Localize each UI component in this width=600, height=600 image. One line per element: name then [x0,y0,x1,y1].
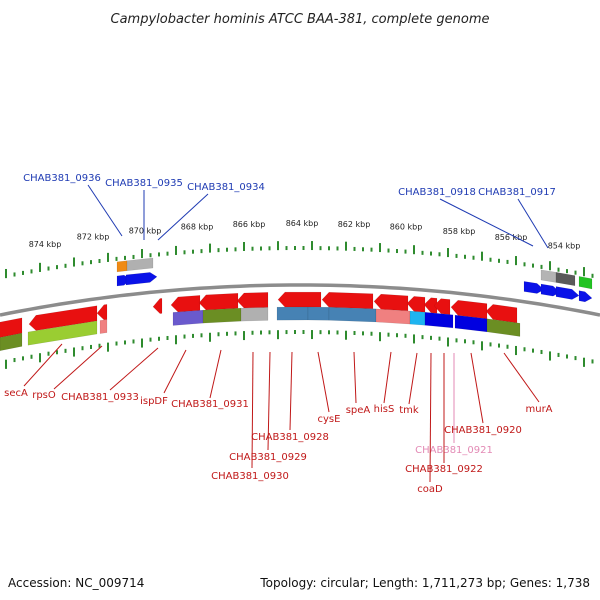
accession-text: Accession: NC_009714 [8,576,144,590]
gene-label-bottom[interactable]: hisS [374,404,395,415]
gene-arrow-reverse[interactable] [236,292,269,309]
gene-arrow-forward[interactable] [523,281,545,294]
gene-label-bottom[interactable]: CHAB381_0933 [61,392,139,403]
gene-label-bottom[interactable]: CHAB381_0929 [229,452,307,463]
genome-backbone [0,283,600,317]
cog-block[interactable] [27,320,98,346]
cog-block[interactable] [126,257,154,272]
gene-labels: CHAB381_0936 CHAB381_0935 CHAB381_0934 CHAB… [4,173,556,495]
leader-line [251,351,254,469]
cog-block[interactable] [0,332,23,351]
leader-line [383,351,392,404]
scale-label: 856 kbp [495,233,528,242]
gene-label-top[interactable]: CHAB381_0918 [398,187,476,198]
leader-line [23,343,63,387]
leader-line [517,198,549,249]
gene-arrow-reverse[interactable] [96,304,108,321]
gene-label-bottom[interactable]: CHAB381_0921 [415,445,493,456]
gene-label-bottom[interactable]: coaD [417,484,443,495]
gene-arrow-forward[interactable] [125,272,158,286]
cog-block[interactable] [307,306,330,321]
gene-label-bottom[interactable]: murA [525,404,552,415]
scale-label: 858 kbp [443,227,476,236]
gene-arrow-reverse[interactable] [373,293,409,312]
gene-arrow-reverse[interactable] [433,298,451,315]
gene-label-bottom[interactable]: CHAB381_0930 [211,471,289,482]
gene-arrow-reverse[interactable] [277,291,322,308]
gene-label-bottom[interactable]: cysE [318,414,341,425]
gene-arrow-forward[interactable] [578,290,593,303]
leader-line [353,351,357,404]
leader-line [429,352,432,483]
gene-arrow-reverse[interactable] [170,295,201,313]
backbone-arc [0,283,600,317]
scale-label: 868 kbp [181,222,214,231]
cog-block[interactable] [375,308,411,325]
leader-line [209,349,222,399]
scale-label: 874 kbp [29,240,62,249]
cog-block[interactable] [540,269,557,283]
gene-arrow-reverse[interactable] [0,317,23,338]
gene-arrow-reverse[interactable] [450,300,488,320]
leader-line [439,198,534,247]
cog-block[interactable] [172,309,204,326]
leader-line [53,345,103,390]
gene-label-bottom[interactable]: speA [346,405,371,416]
leader-line [470,352,484,424]
leader-line [408,352,418,405]
scale-label: 864 kbp [286,219,319,228]
cog-block[interactable] [99,319,108,334]
gene-arrow-reverse[interactable] [321,292,374,310]
scale-label: 854 kbp [548,241,581,250]
cog-block[interactable] [486,318,521,337]
gene-arrow-forward[interactable] [555,286,580,300]
cog-block[interactable] [202,307,242,324]
gene-label-top[interactable]: CHAB381_0934 [187,182,265,193]
leader-line [289,351,293,431]
gene-label-bottom[interactable]: CHAB381_0920 [444,425,522,436]
leader-line [503,352,540,403]
gene-arrow-reverse[interactable] [423,297,438,314]
cog-block[interactable] [116,260,128,273]
gene-arrow-reverse[interactable] [406,296,426,313]
scale-ruler: 874 kbp 872 kbp 870 kbp 868 kbp 866 kbp 864 k… [5,219,594,369]
gene-label-bottom[interactable]: rpsO [32,390,56,401]
cog-block[interactable] [409,310,426,326]
scale-label: 862 kbp [338,220,371,229]
leader-line [87,184,123,237]
gene-tracks [0,257,593,351]
cog-block[interactable] [555,272,576,287]
scale-label: 866 kbp [233,220,266,229]
gene-label-bottom[interactable]: CHAB381_0922 [405,464,483,475]
scale-label: 860 kbp [390,223,423,232]
gene-label-top[interactable]: CHAB381_0936 [23,173,101,184]
gene-label-bottom[interactable]: ispDF [140,396,168,407]
cog-block[interactable] [240,307,269,322]
page-title: Campylobacter hominis ATCC BAA-381, comp… [111,12,490,27]
gene-label-top[interactable]: CHAB381_0917 [478,187,556,198]
gene-label-bottom[interactable]: tmk [399,405,419,416]
gene-label-bottom[interactable]: secA [4,388,28,399]
gene-arrow-reverse[interactable] [28,305,98,331]
gene-arrow-reverse[interactable] [152,298,163,314]
cog-block[interactable] [578,276,593,290]
cog-block[interactable] [276,306,309,321]
gene-arrow-reverse[interactable] [485,304,518,324]
leader-line [157,193,209,241]
leader-line [163,349,187,394]
gene-label-bottom[interactable]: CHAB381_0931 [171,399,249,410]
gene-label-top[interactable]: CHAB381_0935 [105,178,183,189]
cog-block[interactable] [424,311,454,329]
gene-arrow-reverse[interactable] [198,293,239,311]
scale-label: 870 kbp [129,227,162,236]
scale-label: 872 kbp [77,233,110,242]
genome-summary-text: Topology: circular; Length: 1,711,273 bp… [259,576,590,590]
cog-block[interactable] [328,307,377,323]
leader-line [267,351,271,451]
leader-line [109,347,159,391]
leader-line [317,351,330,413]
gene-label-bottom[interactable]: CHAB381_0928 [251,432,329,443]
